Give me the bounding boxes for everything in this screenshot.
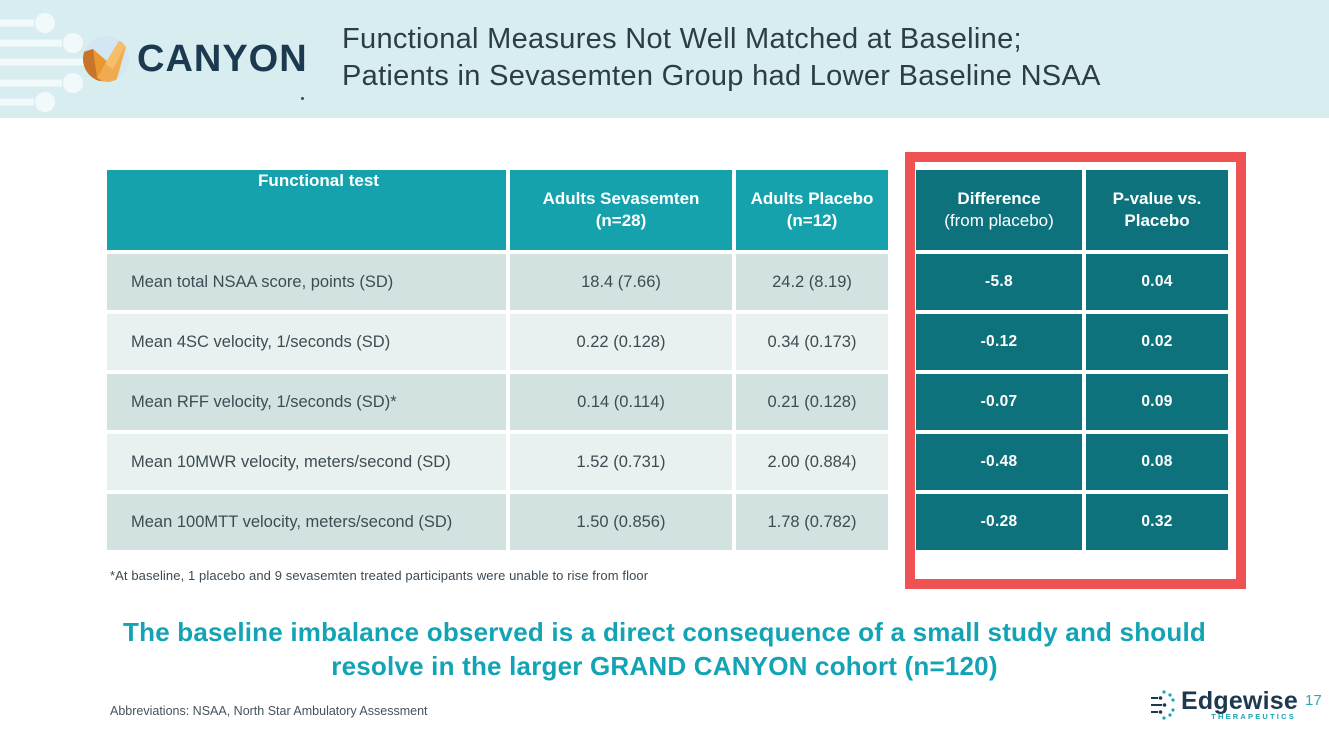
column-sublabel: (n=12): [786, 211, 838, 230]
column-label: Adults Sevasemten: [542, 189, 700, 208]
difference-value-cell: -5.8: [916, 254, 1082, 310]
header-band: CANYON Functional Measures Not Well Matc…: [0, 0, 1329, 118]
conclusion-text: The baseline imbalance observed is a dir…: [123, 617, 1206, 681]
sevasemten-value-cell: 1.52 (0.731): [510, 434, 732, 490]
column-spacer: [892, 170, 912, 250]
table-row: Mean RFF velocity, 1/seconds (SD)* 0.14 …: [107, 374, 1237, 430]
pvalue-value-cell: 0.32: [1086, 494, 1228, 550]
column-sublabel: (n=28): [595, 211, 647, 230]
column-spacer: [892, 314, 912, 370]
table-row: Mean 4SC velocity, 1/seconds (SD) 0.22 (…: [107, 314, 1237, 370]
edgewise-brand-name: Edgewise: [1181, 687, 1298, 715]
edgewise-logo-icon: [1151, 690, 1175, 720]
column-spacer: [892, 494, 912, 550]
column-spacer: [892, 254, 912, 310]
canyon-logo-text: CANYON: [137, 37, 308, 80]
header-cell-difference: Difference (from placebo): [916, 170, 1082, 250]
sevasemten-value-cell: 0.14 (0.114): [510, 374, 732, 430]
sevasemten-value-cell: 1.50 (0.856): [510, 494, 732, 550]
header-cell-functional-test: Functional test: [107, 170, 506, 250]
header-cell-pvalue: P-value vs. Placebo: [1086, 170, 1228, 250]
table-row: Mean total NSAA score, points (SD) 18.4 …: [107, 254, 1237, 310]
header-cell-sevasemten: Adults Sevasemten (n=28): [510, 170, 732, 250]
difference-value-cell: -0.48: [916, 434, 1082, 490]
logo-period-dot: [301, 97, 304, 100]
placebo-value-cell: 1.78 (0.782): [736, 494, 888, 550]
abbreviations-text: Abbreviations: NSAA, North Star Ambulato…: [110, 704, 428, 718]
column-sublabel: (from placebo): [944, 211, 1054, 230]
placebo-value-cell: 0.34 (0.173): [736, 314, 888, 370]
column-label: Difference: [957, 189, 1041, 208]
column-sublabel: Placebo: [1124, 211, 1190, 230]
table-row: Mean 100MTT velocity, meters/second (SD)…: [107, 494, 1237, 550]
test-name-cell: Mean 10MWR velocity, meters/second (SD): [107, 434, 506, 490]
sevasemten-value-cell: 0.22 (0.128): [510, 314, 732, 370]
difference-value-cell: -0.28: [916, 494, 1082, 550]
test-name-cell: Mean 4SC velocity, 1/seconds (SD): [107, 314, 506, 370]
table-row: Mean 10MWR velocity, meters/second (SD) …: [107, 434, 1237, 490]
page-number: 17: [1305, 692, 1322, 709]
canyon-logo-icon: [83, 36, 129, 82]
pvalue-value-cell: 0.09: [1086, 374, 1228, 430]
column-spacer: [892, 374, 912, 430]
placebo-value-cell: 24.2 (8.19): [736, 254, 888, 310]
difference-value-cell: -0.07: [916, 374, 1082, 430]
column-label: Functional test: [258, 171, 379, 190]
sevasemten-value-cell: 18.4 (7.66): [510, 254, 732, 310]
edgewise-brand-tagline: THERAPEUTICS: [1211, 712, 1296, 721]
pvalue-value-cell: 0.02: [1086, 314, 1228, 370]
placebo-value-cell: 2.00 (0.884): [736, 434, 888, 490]
edgewise-logo: Edgewise THERAPEUTICS: [1150, 688, 1298, 722]
table-footnote: *At baseline, 1 placebo and 9 sevasemten…: [110, 568, 649, 583]
test-name-cell: Mean 100MTT velocity, meters/second (SD): [107, 494, 506, 550]
test-name-cell: Mean RFF velocity, 1/seconds (SD)*: [107, 374, 506, 430]
header-cell-placebo: Adults Placebo (n=12): [736, 170, 888, 250]
column-spacer: [892, 434, 912, 490]
functional-measures-table: Functional test Adults Sevasemten (n=28)…: [107, 170, 1237, 554]
table-header-row: Functional test Adults Sevasemten (n=28)…: [107, 170, 1237, 250]
difference-value-cell: -0.12: [916, 314, 1082, 370]
placebo-value-cell: 0.21 (0.128): [736, 374, 888, 430]
canyon-logo: CANYON: [83, 36, 308, 82]
column-label: Adults Placebo: [750, 189, 874, 208]
table-body: Mean total NSAA score, points (SD) 18.4 …: [107, 254, 1237, 550]
column-label: P-value vs.: [1112, 189, 1202, 208]
test-name-cell: Mean total NSAA score, points (SD): [107, 254, 506, 310]
slide-title: Functional Measures Not Well Matched at …: [342, 23, 1101, 92]
pvalue-value-cell: 0.08: [1086, 434, 1228, 490]
pvalue-value-cell: 0.04: [1086, 254, 1228, 310]
